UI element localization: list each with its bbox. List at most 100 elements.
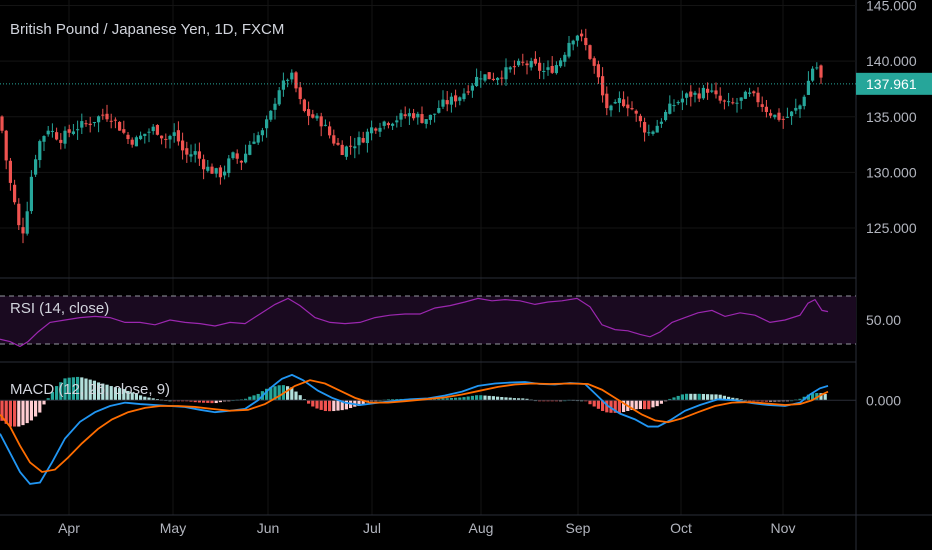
- macd-hist-bar: [38, 400, 42, 413]
- candle-body: [815, 67, 819, 69]
- candle-body: [336, 142, 340, 145]
- candle-body: [143, 133, 147, 137]
- price-tick-label: 145.000: [866, 0, 917, 14]
- candle-body: [777, 112, 781, 120]
- candle-body: [29, 176, 33, 212]
- macd-hist-bar: [391, 399, 395, 401]
- macd-hist-bar: [651, 400, 655, 408]
- candle-body: [512, 66, 516, 68]
- macd-tick-label: 0.000: [866, 392, 901, 408]
- candle-body: [130, 139, 134, 145]
- candle-body: [638, 115, 642, 122]
- candle-body: [630, 108, 634, 110]
- candle-body: [466, 91, 470, 93]
- candle-body: [487, 72, 491, 80]
- candle-body: [50, 130, 54, 132]
- candle-body: [454, 95, 458, 102]
- candle-body: [160, 135, 164, 139]
- macd-hist-bar: [134, 393, 138, 401]
- macd-hist-bar: [298, 395, 302, 401]
- candle-body: [718, 95, 722, 101]
- candle-body: [475, 76, 479, 87]
- candle-body: [479, 78, 483, 80]
- candle-body: [491, 78, 495, 80]
- candle-body: [613, 101, 617, 104]
- candle-body: [71, 131, 75, 134]
- macd-hist-bar: [773, 400, 777, 402]
- candle-body: [67, 129, 71, 133]
- candle-body: [307, 109, 311, 116]
- candle-body: [790, 111, 794, 117]
- candle-body: [806, 80, 810, 95]
- month-label: Sep: [566, 520, 591, 536]
- candle-body: [714, 90, 718, 95]
- candle-body: [97, 116, 101, 123]
- macd-hist-bar: [223, 400, 227, 402]
- candle-body: [794, 107, 798, 111]
- rsi-tick-label: 50.00: [866, 312, 901, 328]
- macd-hist-bar: [739, 399, 743, 401]
- macd-hist-bar: [445, 398, 449, 401]
- candle-body: [680, 98, 684, 103]
- price-tick-label: 135.000: [866, 109, 917, 125]
- macd-hist-bar: [441, 398, 445, 401]
- macd-hist-bar: [88, 379, 92, 401]
- candle-body: [605, 93, 609, 109]
- candle-body: [437, 108, 441, 113]
- macd-hist-bar: [139, 395, 143, 401]
- candle-body: [231, 152, 235, 159]
- macd-hist-bar: [706, 394, 710, 401]
- macd-hist-bar: [336, 400, 340, 411]
- candle-body: [273, 103, 277, 110]
- macd-hist-bar: [760, 400, 764, 402]
- macd-hist-bar: [63, 378, 67, 401]
- candle-body: [601, 76, 605, 96]
- candle-body: [382, 121, 386, 126]
- macd-hist-bar: [113, 387, 117, 401]
- macd-hist-bar: [701, 393, 705, 401]
- macd-hist-bar: [647, 400, 651, 410]
- macd-hist-bar: [479, 395, 483, 401]
- candle-body: [172, 132, 176, 136]
- macd-hist-bar: [189, 400, 193, 402]
- macd-hist-bar: [294, 391, 298, 401]
- macd-hist-bar: [214, 400, 218, 404]
- macd-hist-bar: [71, 377, 75, 401]
- macd-hist-bar: [80, 377, 84, 401]
- candle-body: [672, 105, 676, 107]
- macd-hist-bar: [126, 390, 130, 401]
- candle-body: [819, 65, 823, 78]
- macd-hist-bar: [307, 400, 311, 404]
- macd-hist-bar: [395, 399, 399, 401]
- candle-body: [277, 90, 281, 105]
- candle-body: [433, 113, 437, 115]
- candle-body: [248, 144, 252, 155]
- candle-body: [500, 77, 504, 79]
- macd-hist-bar: [46, 398, 50, 401]
- candle-body: [256, 135, 260, 143]
- candle-body: [462, 93, 466, 100]
- candle-body: [134, 137, 138, 147]
- macd-hist-bar: [689, 393, 693, 401]
- macd-hist-bar: [433, 399, 437, 401]
- candle-body: [17, 203, 21, 226]
- macd-hist-bar: [462, 397, 466, 401]
- candle-body: [416, 113, 420, 118]
- candle-body: [664, 111, 668, 121]
- candle-body: [420, 114, 424, 123]
- macd-hist-bar: [634, 400, 638, 410]
- candle-body: [785, 116, 789, 118]
- macd-hist-bar: [609, 400, 613, 413]
- macd-hist-bar: [458, 397, 462, 401]
- candle-body: [647, 132, 651, 134]
- macd-hist-bar: [680, 394, 684, 401]
- candle-body: [76, 129, 80, 131]
- candle-body: [533, 58, 537, 64]
- macd-hist-bar: [34, 400, 38, 417]
- candle-body: [412, 113, 416, 119]
- macd-hist-bar: [504, 397, 508, 401]
- macd-hist-bar: [466, 396, 470, 401]
- macd-hist-bar: [323, 400, 327, 412]
- candle-body: [0, 116, 4, 131]
- macd-hist-bar: [155, 399, 159, 401]
